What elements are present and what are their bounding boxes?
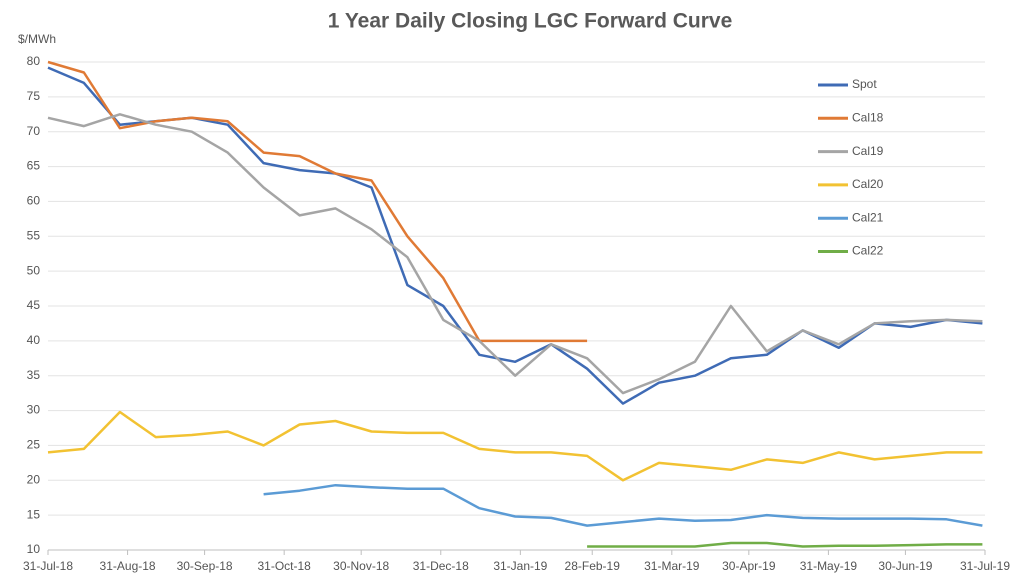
x-tick-label: 31-Jul-18 — [23, 559, 73, 573]
legend-label: Cal18 — [852, 110, 884, 124]
y-axis-label: $/MWh — [18, 32, 56, 46]
y-tick-label: 50 — [27, 263, 41, 277]
series-line — [47, 410, 983, 482]
x-tick-label: 31-Dec-18 — [413, 559, 469, 573]
y-tick-label: 60 — [27, 194, 41, 208]
series-line — [587, 541, 983, 548]
x-tick-label: 30-Sep-18 — [177, 559, 233, 573]
x-tick-label: 31-Jul-19 — [960, 559, 1010, 573]
y-tick-label: 20 — [27, 472, 41, 486]
y-tick-label: 25 — [27, 438, 41, 452]
series-line — [47, 113, 983, 395]
x-tick-label: 28-Feb-19 — [565, 559, 621, 573]
y-tick-label: 10 — [27, 542, 41, 556]
x-tick-label: 31-Oct-18 — [257, 559, 311, 573]
x-tick-label: 30-Apr-19 — [722, 559, 776, 573]
y-tick-label: 30 — [27, 403, 41, 417]
legend-label: Spot — [852, 77, 877, 91]
y-tick-label: 45 — [27, 298, 41, 312]
x-tick-label: 31-Mar-19 — [644, 559, 700, 573]
y-tick-label: 15 — [27, 507, 41, 521]
y-tick-label: 70 — [27, 124, 41, 138]
y-tick-label: 55 — [27, 228, 41, 242]
y-tick-label: 40 — [27, 333, 41, 347]
series-line — [263, 483, 983, 527]
legend-label: Cal22 — [852, 244, 884, 258]
x-tick-label: 31-Jan-19 — [493, 559, 547, 573]
x-tick-label: 30-Nov-18 — [333, 559, 389, 573]
y-tick-label: 80 — [27, 54, 41, 68]
legend-label: Cal21 — [852, 210, 884, 224]
legend-label: Cal19 — [852, 144, 884, 158]
x-tick-label: 31-Aug-18 — [100, 559, 156, 573]
x-tick-label: 31-May-19 — [800, 559, 858, 573]
x-tick-label: 30-Jun-19 — [878, 559, 932, 573]
y-tick-label: 35 — [27, 368, 41, 382]
legend-label: Cal20 — [852, 177, 884, 191]
y-tick-label: 65 — [27, 159, 41, 173]
series-line — [47, 60, 588, 343]
y-tick-label: 75 — [27, 89, 41, 103]
chart-title: 1 Year Daily Closing LGC Forward Curve — [328, 10, 733, 33]
